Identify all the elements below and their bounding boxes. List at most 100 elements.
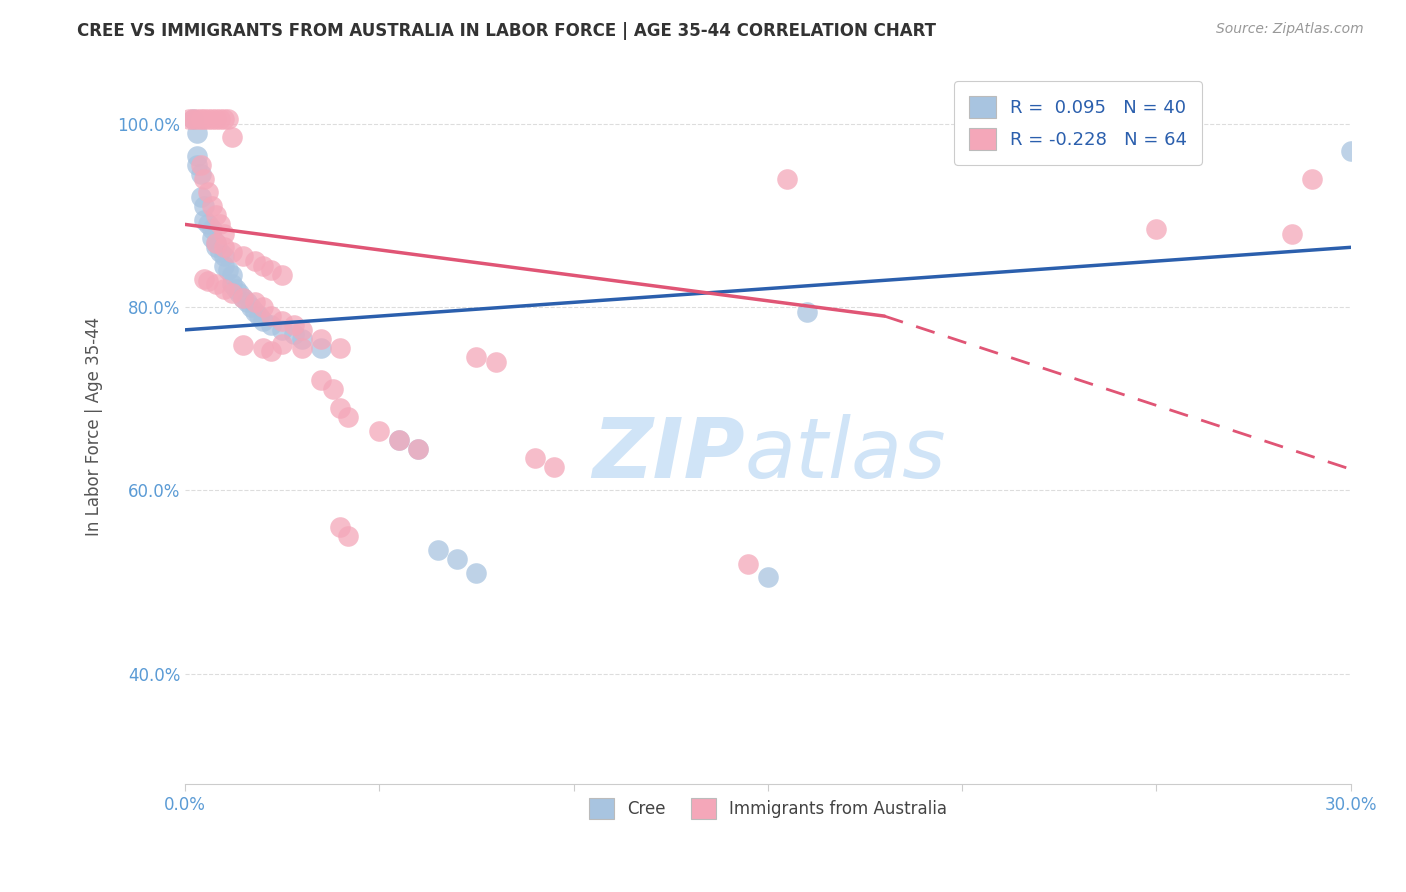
Point [271,314,294,328]
Point [197,218,219,232]
Point [193,112,215,126]
Point [186,158,208,172]
Point [776,171,799,186]
Text: Source: ZipAtlas.com: Source: ZipAtlas.com [1216,22,1364,37]
Point [446,552,468,566]
Point [259,263,281,277]
Point [208,244,231,259]
Point [243,295,266,310]
Point [197,274,219,288]
Point [190,112,212,126]
Point [1144,222,1167,236]
Point [225,282,247,296]
Point [243,304,266,318]
Point [1301,171,1323,186]
Point [205,235,228,250]
Point [208,112,231,126]
Point [543,460,565,475]
Point [232,291,254,305]
Point [205,112,228,126]
Point [236,295,259,310]
Point [212,259,235,273]
Point [756,570,779,584]
Point [291,341,314,355]
Text: CREE VS IMMIGRANTS FROM AUSTRALIA IN LABOR FORCE | AGE 35-44 CORRELATION CHART: CREE VS IMMIGRANTS FROM AUSTRALIA IN LAB… [77,22,936,40]
Point [271,336,294,351]
Point [465,351,488,365]
Point [190,158,212,172]
Text: atlas: atlas [745,414,946,495]
Point [212,240,235,254]
Point [181,112,204,126]
Point [368,424,391,438]
Point [309,373,332,387]
Point [271,323,294,337]
Point [228,286,250,301]
Point [243,254,266,268]
Point [291,332,314,346]
Point [322,383,344,397]
Point [212,227,235,241]
Point [252,300,274,314]
Point [212,250,235,264]
Point [232,291,254,305]
Point [465,566,488,580]
Point [221,244,243,259]
Point [177,112,200,126]
Point [193,212,215,227]
Point [205,240,228,254]
Point [283,318,305,333]
Point [337,409,360,424]
Point [201,231,224,245]
Point [221,277,243,291]
Point [186,112,208,126]
Point [337,529,360,543]
Point [406,442,429,456]
Point [205,235,228,250]
Point [197,186,219,200]
Point [329,341,352,355]
Point [197,112,219,126]
Point [201,199,224,213]
Point [193,272,215,286]
Point [205,208,228,222]
Point [232,338,254,352]
Point [485,355,508,369]
Point [329,520,352,534]
Point [252,314,274,328]
Text: ZIP: ZIP [592,414,745,495]
Point [1281,227,1303,241]
Point [217,263,239,277]
Y-axis label: In Labor Force | Age 35-44: In Labor Force | Age 35-44 [86,317,103,536]
Point [186,126,208,140]
Point [205,277,228,291]
Point [212,282,235,296]
Point [388,433,411,447]
Point [259,309,281,323]
Point [259,318,281,333]
Point [252,259,274,273]
Point [309,341,332,355]
Point [259,343,281,358]
Point [186,148,208,162]
Point [388,433,411,447]
Point [190,167,212,181]
Point [208,218,231,232]
Point [271,268,294,282]
Point [193,199,215,213]
Point [201,112,224,126]
Point [309,332,332,346]
Point [221,286,243,301]
Point [329,401,352,415]
Point [212,112,235,126]
Point [291,323,314,337]
Point [232,250,254,264]
Point [426,542,449,557]
Point [737,557,759,571]
Point [523,451,546,466]
Point [193,171,215,186]
Point [240,300,263,314]
Point [221,268,243,282]
Point [247,309,270,323]
Point [252,341,274,355]
